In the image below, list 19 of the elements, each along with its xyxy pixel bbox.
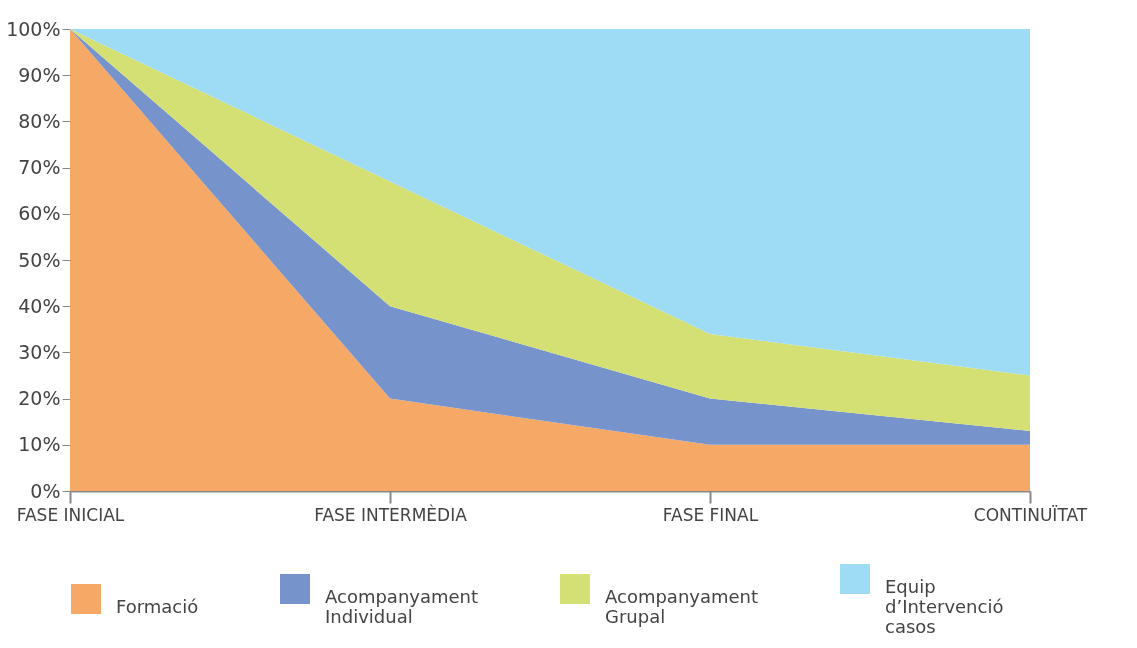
legend-label: Acompanyament Individual <box>325 586 479 627</box>
y-tick-label: 90% <box>18 63 61 86</box>
legend-label: Formació <box>116 596 199 617</box>
legend-label: Equip d’Intervenció casos <box>885 576 1004 637</box>
y-tick-label: 20% <box>18 387 61 410</box>
y-tick-label: 80% <box>18 109 61 132</box>
x-tick-label: FASE FINAL <box>662 504 759 525</box>
x-tick-label: FASE INTERMÈDIA <box>314 503 468 525</box>
y-tick-label: 10% <box>18 433 61 456</box>
y-tick-label: 0% <box>30 479 61 502</box>
y-tick-label: 30% <box>18 340 61 363</box>
y-tick-label: 100% <box>6 17 61 40</box>
x-tick-label: CONTINUÏTAT <box>973 504 1088 525</box>
y-tick-label: 40% <box>18 294 61 317</box>
y-tick-label: 60% <box>18 202 61 225</box>
y-tick-label: 70% <box>18 156 61 179</box>
x-tick-label: FASE INICIAL <box>16 504 125 525</box>
legend-label: Acompanyament Grupal <box>605 586 759 627</box>
y-tick-label: 50% <box>18 248 61 271</box>
